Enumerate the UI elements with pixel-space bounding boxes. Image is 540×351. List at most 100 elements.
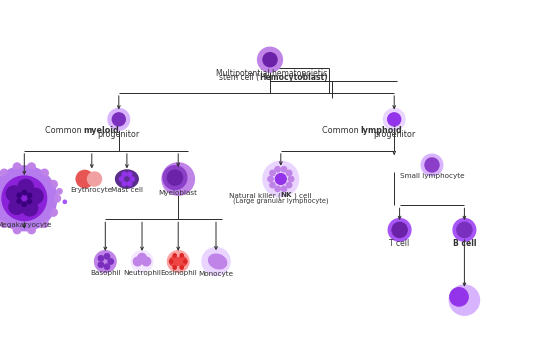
- Ellipse shape: [270, 170, 275, 176]
- Ellipse shape: [281, 186, 287, 191]
- Text: Erythrocyte: Erythrocyte: [71, 187, 113, 193]
- Ellipse shape: [50, 180, 57, 188]
- Ellipse shape: [202, 247, 230, 276]
- Ellipse shape: [17, 193, 22, 197]
- Ellipse shape: [9, 199, 24, 214]
- Ellipse shape: [263, 53, 277, 67]
- Ellipse shape: [286, 170, 292, 176]
- Ellipse shape: [288, 176, 294, 182]
- Text: T cell: T cell: [389, 239, 410, 248]
- Ellipse shape: [449, 285, 480, 315]
- Ellipse shape: [162, 163, 194, 195]
- Text: B cell: B cell: [453, 239, 476, 248]
- Text: (Large granular lymphocyte): (Large granular lymphocyte): [233, 197, 329, 204]
- Ellipse shape: [76, 170, 93, 188]
- Text: Eosinophil: Eosinophil: [160, 270, 197, 276]
- Text: ) cell: ) cell: [294, 192, 312, 199]
- Ellipse shape: [14, 163, 21, 171]
- Ellipse shape: [27, 199, 31, 204]
- Ellipse shape: [14, 226, 21, 234]
- Ellipse shape: [131, 251, 153, 272]
- Ellipse shape: [127, 181, 132, 186]
- Ellipse shape: [383, 108, 405, 130]
- Ellipse shape: [163, 166, 187, 190]
- Ellipse shape: [138, 253, 146, 262]
- Ellipse shape: [275, 167, 280, 172]
- Ellipse shape: [104, 264, 110, 269]
- Ellipse shape: [177, 257, 187, 266]
- Text: Basophil: Basophil: [90, 270, 120, 276]
- Ellipse shape: [28, 188, 43, 204]
- Ellipse shape: [22, 200, 38, 216]
- Ellipse shape: [286, 182, 292, 188]
- Ellipse shape: [28, 193, 32, 198]
- Ellipse shape: [450, 288, 468, 306]
- Ellipse shape: [116, 170, 138, 188]
- Ellipse shape: [130, 177, 134, 181]
- Text: Neutrophil: Neutrophil: [123, 270, 161, 276]
- Ellipse shape: [119, 177, 124, 181]
- Ellipse shape: [22, 190, 26, 194]
- Ellipse shape: [57, 188, 62, 194]
- Text: stem cell (: stem cell (: [219, 73, 259, 82]
- Ellipse shape: [275, 186, 280, 191]
- Text: Natural killer (: Natural killer (: [229, 192, 281, 199]
- Ellipse shape: [208, 254, 227, 269]
- Text: Myeloblast: Myeloblast: [159, 190, 198, 196]
- Ellipse shape: [127, 172, 132, 177]
- Ellipse shape: [28, 226, 35, 234]
- Ellipse shape: [167, 170, 183, 185]
- Ellipse shape: [180, 266, 184, 269]
- Ellipse shape: [268, 176, 273, 182]
- Ellipse shape: [40, 169, 48, 177]
- Ellipse shape: [180, 254, 184, 257]
- Text: progenitor: progenitor: [373, 130, 415, 139]
- Ellipse shape: [108, 108, 130, 130]
- Ellipse shape: [173, 266, 176, 269]
- Ellipse shape: [112, 113, 125, 126]
- Ellipse shape: [1, 169, 8, 177]
- Text: Common: Common: [45, 126, 84, 135]
- Ellipse shape: [170, 257, 179, 266]
- Ellipse shape: [122, 172, 126, 177]
- Text: progenitor: progenitor: [98, 130, 140, 139]
- Ellipse shape: [392, 222, 407, 238]
- Ellipse shape: [50, 208, 57, 216]
- Ellipse shape: [133, 257, 142, 266]
- Ellipse shape: [457, 222, 472, 238]
- Ellipse shape: [22, 202, 26, 206]
- Text: myeloid: myeloid: [84, 126, 119, 135]
- Ellipse shape: [263, 161, 299, 197]
- Ellipse shape: [122, 181, 126, 186]
- Ellipse shape: [98, 262, 104, 267]
- Ellipse shape: [167, 251, 189, 272]
- Ellipse shape: [17, 199, 21, 203]
- Ellipse shape: [275, 174, 286, 184]
- Text: Common: Common: [322, 126, 361, 135]
- Ellipse shape: [0, 168, 54, 228]
- Ellipse shape: [53, 194, 60, 202]
- Text: Monocyte: Monocyte: [198, 271, 234, 277]
- Text: NK: NK: [281, 192, 292, 198]
- Text: Multipotential hematopoietic: Multipotential hematopoietic: [216, 69, 327, 78]
- Ellipse shape: [94, 251, 116, 272]
- Text: lymphoid: lymphoid: [361, 126, 402, 135]
- Ellipse shape: [18, 179, 33, 195]
- Ellipse shape: [184, 260, 187, 263]
- Ellipse shape: [108, 259, 113, 264]
- Text: Hemocytoblast): Hemocytoblast): [259, 73, 328, 82]
- Ellipse shape: [104, 254, 110, 259]
- Ellipse shape: [421, 154, 443, 176]
- Ellipse shape: [258, 47, 282, 72]
- Ellipse shape: [388, 219, 411, 241]
- Text: Small lymphocyte: Small lymphocyte: [400, 173, 464, 179]
- Ellipse shape: [87, 172, 102, 186]
- Text: Mast cell: Mast cell: [111, 187, 143, 193]
- Ellipse shape: [40, 220, 48, 227]
- Ellipse shape: [6, 186, 22, 201]
- Ellipse shape: [98, 256, 104, 261]
- Ellipse shape: [142, 257, 151, 266]
- Ellipse shape: [453, 219, 476, 241]
- Ellipse shape: [270, 182, 275, 188]
- Ellipse shape: [281, 167, 287, 172]
